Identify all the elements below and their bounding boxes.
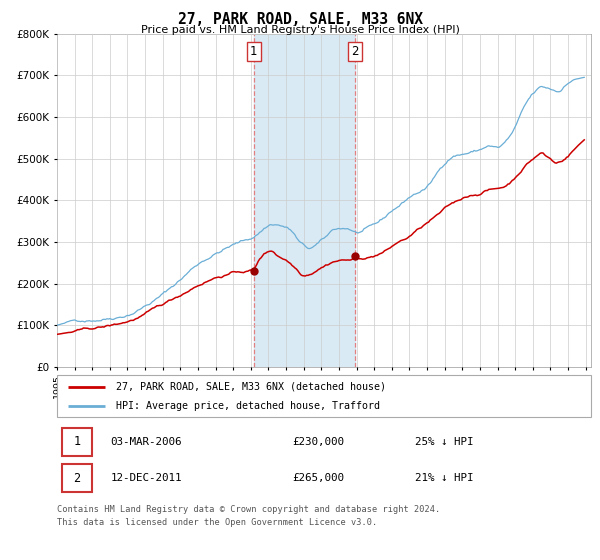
- Text: £265,000: £265,000: [292, 473, 344, 483]
- FancyBboxPatch shape: [62, 428, 92, 456]
- FancyBboxPatch shape: [62, 464, 92, 492]
- Text: 27, PARK ROAD, SALE, M33 6NX (detached house): 27, PARK ROAD, SALE, M33 6NX (detached h…: [116, 381, 386, 391]
- FancyBboxPatch shape: [57, 375, 591, 417]
- Text: 1: 1: [73, 435, 80, 448]
- Text: 2: 2: [73, 472, 80, 484]
- Text: Price paid vs. HM Land Registry's House Price Index (HPI): Price paid vs. HM Land Registry's House …: [140, 25, 460, 35]
- Text: 21% ↓ HPI: 21% ↓ HPI: [415, 473, 473, 483]
- Text: 03-MAR-2006: 03-MAR-2006: [110, 437, 182, 447]
- Text: Contains HM Land Registry data © Crown copyright and database right 2024.: Contains HM Land Registry data © Crown c…: [57, 505, 440, 514]
- Bar: [254, 34, 355, 367]
- Text: 12-DEC-2011: 12-DEC-2011: [110, 473, 182, 483]
- Text: 25% ↓ HPI: 25% ↓ HPI: [415, 437, 473, 447]
- Text: HPI: Average price, detached house, Trafford: HPI: Average price, detached house, Traf…: [116, 401, 380, 411]
- Text: 1: 1: [250, 45, 257, 58]
- Text: 2: 2: [352, 45, 359, 58]
- Text: £230,000: £230,000: [292, 437, 344, 447]
- Text: 27, PARK ROAD, SALE, M33 6NX: 27, PARK ROAD, SALE, M33 6NX: [178, 12, 422, 27]
- Text: This data is licensed under the Open Government Licence v3.0.: This data is licensed under the Open Gov…: [57, 518, 377, 527]
